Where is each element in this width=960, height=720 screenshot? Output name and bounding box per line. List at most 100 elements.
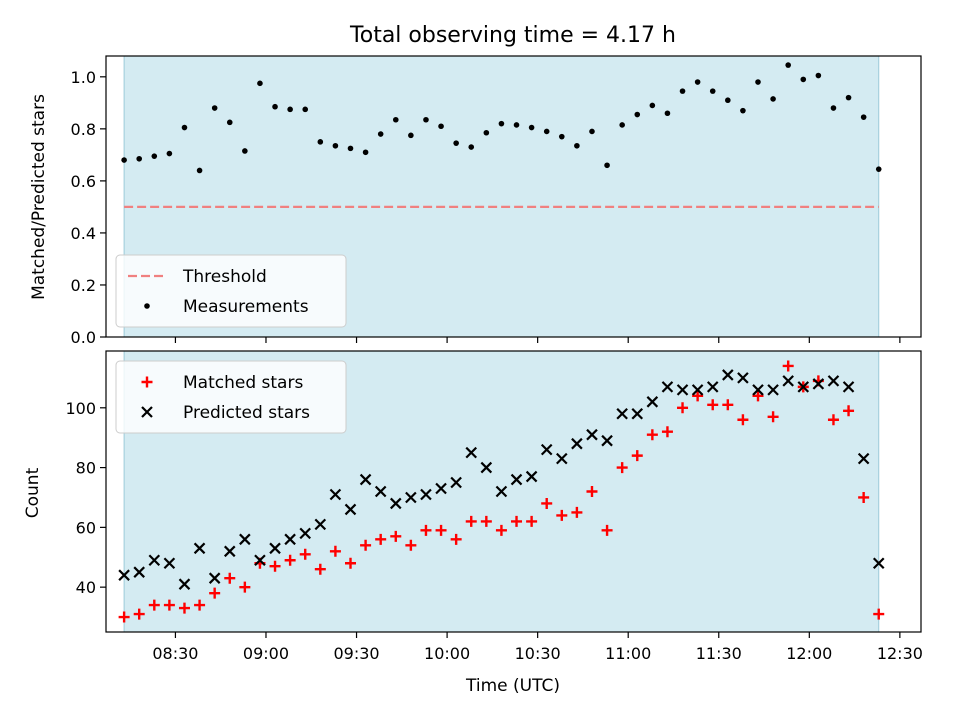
data-point (377, 131, 384, 137)
data-point (374, 485, 387, 498)
data-point (405, 539, 417, 551)
legend: Threshold Measurements (115, 254, 347, 328)
legend-box (115, 254, 347, 328)
data-point (480, 515, 492, 527)
subplot-1: 0.0 0.2 0.4 0.6 0.8 1.0 Threshold Measurements (71, 55, 922, 347)
data-point (634, 111, 641, 118)
data-point (857, 452, 870, 465)
legend-box (115, 360, 347, 434)
data-point (405, 491, 417, 504)
data-point (511, 515, 523, 527)
data-point (148, 554, 161, 567)
data-point (284, 533, 296, 546)
data-point (347, 145, 354, 152)
data-point (465, 515, 477, 527)
data-point (420, 488, 432, 501)
data-point (408, 132, 414, 139)
data-point (589, 128, 595, 135)
data-point (148, 599, 160, 611)
data-point (209, 587, 221, 599)
x-tick-label: 12:00 (786, 644, 832, 663)
data-point (314, 563, 326, 575)
data-point (121, 157, 127, 163)
plot-area: 0.0 0.2 0.4 0.6 0.8 1.0 Threshold Measurements 4… (65, 55, 923, 663)
data-point (299, 548, 311, 560)
series-2 (118, 369, 885, 590)
data-point (178, 578, 191, 590)
data-point (269, 542, 281, 555)
data-point (725, 97, 731, 104)
x-tick-label: 08:30 (152, 644, 198, 663)
data-point (722, 369, 734, 381)
data-point (133, 566, 145, 578)
data-point (345, 557, 356, 569)
y-tick-label: 80 (76, 459, 96, 478)
data-point (136, 155, 143, 162)
x-axis-label: Time (UTC) (465, 676, 560, 696)
data-point (679, 88, 686, 94)
data-point (223, 545, 236, 558)
data-point (646, 429, 658, 441)
data-point (707, 399, 719, 411)
data-point (181, 124, 188, 131)
y-tick-label: 0.6 (71, 172, 96, 191)
data-point (770, 96, 776, 102)
data-point (453, 140, 459, 146)
top-y-axis-label: Matched/Predicted stars (29, 94, 49, 300)
data-point (827, 375, 840, 387)
data-point (661, 381, 674, 393)
axes-frame (105, 350, 922, 633)
data-point (178, 602, 190, 614)
bottom-y-axis-label: Count (23, 467, 43, 518)
data-point (498, 120, 505, 127)
data-point (722, 399, 734, 411)
x-tick-label: 10:00 (424, 644, 470, 663)
data-point (631, 407, 644, 420)
data-point (450, 476, 462, 489)
data-point (782, 375, 794, 387)
y-tick-label: 60 (76, 518, 96, 537)
data-point (661, 426, 673, 438)
data-point (390, 530, 402, 542)
data-point (480, 461, 493, 474)
data-point (827, 414, 839, 426)
data-point (706, 381, 719, 393)
data-point (782, 360, 794, 372)
data-point (513, 122, 520, 128)
x-tick-label: 09:00 (243, 644, 289, 663)
data-point (677, 402, 689, 414)
data-point (483, 129, 490, 136)
x-tick-label: 11:00 (605, 644, 651, 663)
data-point (284, 554, 296, 566)
data-point (254, 554, 266, 567)
data-point (649, 102, 656, 109)
y-tick-label: 0.4 (71, 224, 96, 243)
y-tick-label: 0.2 (71, 276, 96, 295)
legend-label: Matched stars (183, 373, 303, 393)
data-point (767, 411, 779, 423)
data-point (242, 148, 248, 154)
data-point (166, 150, 173, 157)
data-point (299, 527, 311, 540)
data-point (314, 518, 327, 531)
data-point (435, 482, 447, 495)
data-point (860, 114, 867, 120)
data-point (858, 491, 870, 503)
y-tick-label: 0.8 (71, 120, 96, 139)
data-point (465, 446, 478, 459)
data-point (872, 557, 885, 570)
data-point (812, 378, 825, 390)
y-tick-label: 40 (76, 578, 96, 597)
data-point (571, 437, 583, 450)
data-point (556, 509, 568, 521)
data-point (543, 128, 550, 135)
data-point (692, 390, 704, 402)
data-point (540, 443, 553, 456)
data-point (755, 79, 761, 85)
data-point (450, 533, 462, 545)
data-point (151, 153, 158, 159)
legend-label: Measurements (183, 297, 309, 317)
data-point (586, 486, 598, 497)
data-point (691, 384, 704, 396)
